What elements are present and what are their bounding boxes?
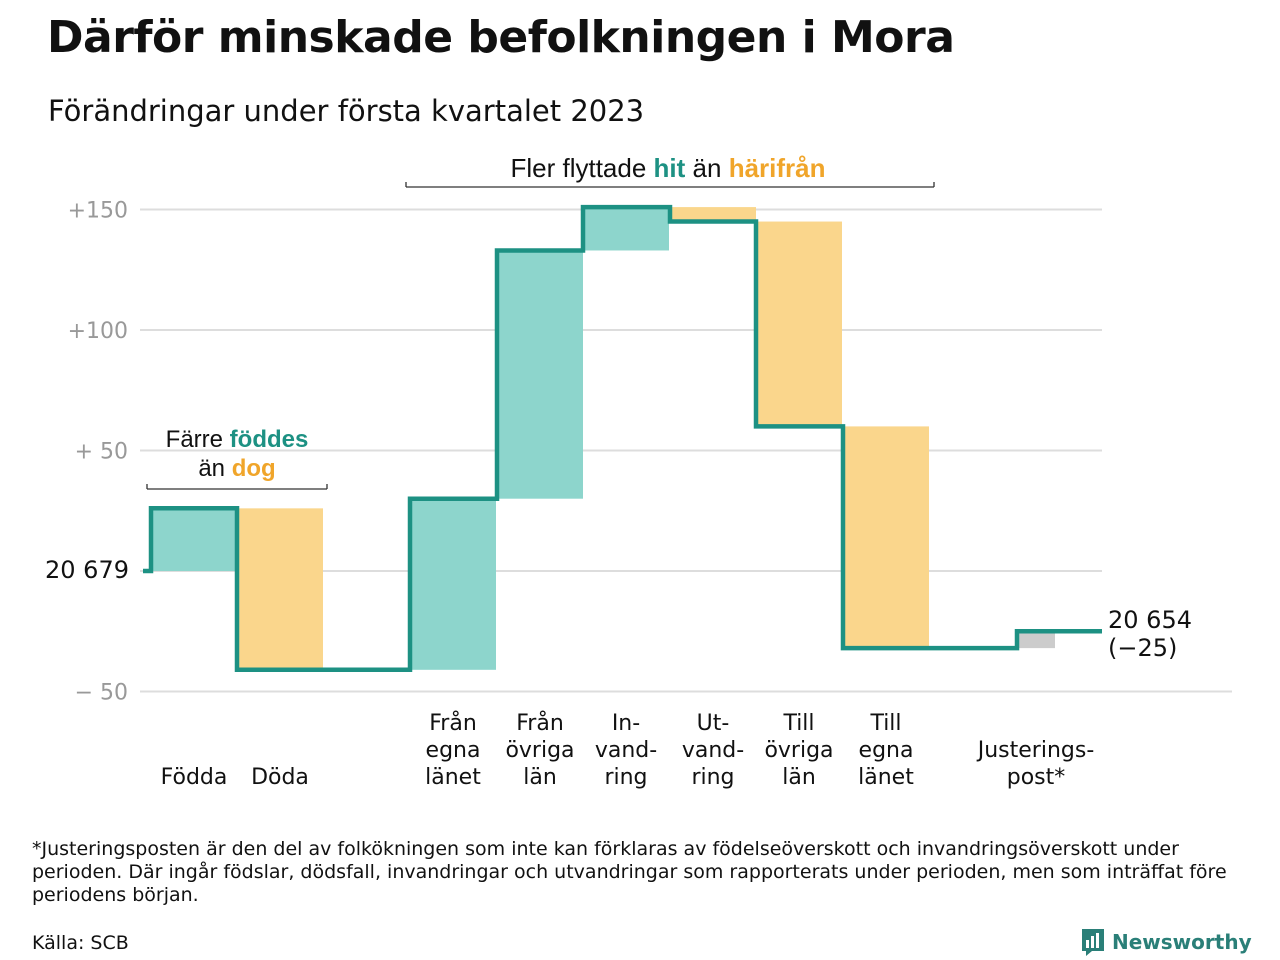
category-label-1-0: Döda — [251, 765, 309, 790]
category-label-3-2: län — [523, 765, 557, 790]
bars — [151, 207, 1055, 670]
bar-7 — [843, 426, 929, 649]
bar-5 — [670, 207, 756, 222]
chart-title: Därför minskade befolkningen i Mora — [47, 12, 955, 63]
migration-annotation-middle: än — [685, 153, 728, 183]
births-annotation-out-word: dog — [232, 455, 276, 482]
step-line-group — [143, 204, 1102, 673]
bar-4 — [583, 207, 669, 251]
migration-annotation: Fler flyttade hit än härifrån — [510, 153, 825, 183]
category-label-4-0: In- — [612, 711, 640, 736]
bar-6 — [756, 221, 842, 427]
category-label-6-2: län — [782, 765, 816, 790]
category-label-6-1: övriga — [764, 738, 833, 763]
migration-annotation-out-word: härifrån — [729, 153, 826, 183]
category-label-3-1: övriga — [505, 738, 574, 763]
category-label-7-1: egna — [859, 738, 914, 763]
category-label-6-0: Till — [782, 711, 814, 736]
category-labels: Födda DödaFrånegnalänetFrånövrigalänIn-va… — [161, 710, 1095, 790]
brand-logo[interactable]: Newsworthy — [1080, 927, 1252, 957]
end-change-label: (−25) — [1108, 634, 1177, 662]
end-value-label: 20 654 — [1108, 606, 1192, 634]
waterfall-chart: +150+100+ 50− 50 Födda DödaFrånegnalänetF… — [45, 153, 1232, 790]
births-annotation-in-word: föddes — [230, 426, 309, 453]
category-label-2-2: länet — [425, 765, 481, 790]
category-label-7-2: länet — [858, 765, 914, 790]
births-annotation-line2-prefix: än — [198, 455, 231, 482]
category-label-4-2: ring — [604, 765, 647, 790]
category-label-5-1: vand- — [682, 738, 744, 763]
births-annotation-line1: Färre föddes — [166, 426, 309, 453]
category-label-4-1: vand- — [595, 738, 657, 763]
bar-1 — [237, 508, 323, 670]
source-note: Källa: SCB — [32, 932, 129, 954]
y-tick-label-1: +100 — [68, 319, 128, 344]
category-label-0-0: Födda — [161, 765, 228, 790]
category-label-5-0: Ut- — [697, 711, 730, 736]
bar-8 — [1017, 631, 1055, 649]
category-label-3-0: Från — [516, 710, 564, 736]
y-tick-label-0: +150 — [68, 199, 128, 224]
y-tick-label-4: − 50 — [75, 681, 128, 706]
brand-name: Newsworthy — [1112, 930, 1252, 954]
births-annotation-line2: än dog — [198, 455, 275, 482]
y-axis-ticks: +150 +100 + 50 − 50 — [68, 199, 128, 706]
bar-0 — [151, 508, 237, 571]
bar-3 — [497, 250, 583, 499]
annotations: Färre föddes än dog Fler flyttade hit än… — [45, 153, 1192, 662]
category-label-7-0: Till — [869, 711, 901, 736]
category-label-2-0: Från — [429, 710, 477, 736]
births-annotation-prefix: Färre — [166, 426, 230, 453]
migration-annotation-prefix: Fler flyttade — [510, 153, 653, 183]
y-tick-label-2: + 50 — [75, 440, 128, 465]
newsworthy-logo-icon — [1082, 929, 1104, 956]
category-label-5-2: ring — [691, 765, 734, 790]
category-label-8-0: Justerings- — [976, 738, 1095, 763]
bar-2 — [410, 498, 496, 670]
chart-subtitle: Förändringar under första kvartalet 2023 — [48, 94, 645, 128]
category-label-2-1: egna — [426, 738, 481, 763]
step-line — [143, 204, 1102, 673]
footnote: *Justeringsposten är den del av folkökni… — [32, 838, 1227, 906]
start-value-label: 20 679 — [45, 556, 129, 584]
migration-annotation-in-word: hit — [654, 153, 686, 183]
category-label-8-1: post* — [1007, 765, 1066, 790]
